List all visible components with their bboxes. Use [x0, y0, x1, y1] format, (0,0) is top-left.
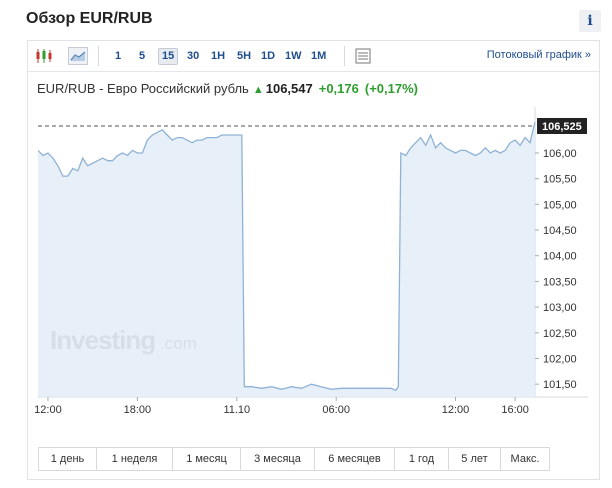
table-view-icon[interactable] — [353, 47, 373, 65]
y-tick-label: 105,50 — [543, 174, 577, 186]
toolbar-divider — [98, 46, 99, 66]
timeframe-1m[interactable]: 1M — [311, 50, 327, 62]
x-tick-label: 12:00 — [442, 404, 470, 416]
timeframe-15[interactable]: 15 — [158, 48, 179, 65]
y-tick-label: 105,00 — [543, 199, 577, 211]
price-change: +0,176 — [318, 81, 359, 96]
chart-toolbar: 1 5 15 30 1H 5H 1D 1W 1M Потоковый график » — [28, 41, 599, 72]
y-tick-label: 104,00 — [543, 251, 577, 263]
stream-chart-link[interactable]: Потоковый график » — [486, 49, 591, 61]
timeframe-1[interactable]: 1 — [115, 50, 122, 62]
period-button-3[interactable]: 3 месяца — [241, 448, 315, 470]
timeframe-5h[interactable]: 5H — [237, 50, 252, 62]
toolbar-divider — [344, 46, 345, 66]
y-tick-label: 104,50 — [543, 225, 577, 237]
period-button-5[interactable]: 1 год — [395, 448, 449, 470]
timeframe-1d[interactable]: 1D — [261, 50, 276, 62]
y-tick-label: 101,50 — [543, 379, 577, 391]
price-change-percent: (+0,17%) — [364, 81, 418, 96]
last-price: 106,547 — [265, 81, 313, 96]
up-arrow-icon: ▲ — [252, 84, 264, 96]
period-selector: 1 день 1 неделя 1 месяц 3 месяца 6 месяцев 1 … — [38, 447, 550, 471]
quote-line: EUR/RUB - Евро Российский рубль ▲ 106,547 +… — [37, 81, 418, 96]
last-price-tag — [537, 117, 587, 134]
y-tick-label: 103,50 — [543, 276, 577, 288]
price-chart[interactable]: Investing.com106,525106,00105,50105,0010… — [28, 41, 599, 441]
period-button-6[interactable]: 5 лет — [449, 448, 501, 470]
y-tick-label: 102,00 — [543, 353, 577, 365]
period-button-0[interactable]: 1 день — [39, 448, 97, 470]
timeframe-5[interactable]: 5 — [139, 50, 146, 62]
y-tick-label: 103,00 — [543, 302, 577, 314]
period-button-4[interactable]: 6 месяцев — [315, 448, 395, 470]
series-line — [37, 121, 536, 392]
x-tick-label: 11.10 — [223, 404, 250, 416]
pair-name: EUR/RUB - Евро Российский рубль — [37, 81, 249, 96]
y-tick-label: 106,00 — [543, 148, 577, 160]
last-price-label: 106,525 — [542, 121, 582, 133]
period-button-2[interactable]: 1 месяц — [173, 448, 241, 470]
timeframe-1h[interactable]: 1H — [211, 50, 226, 62]
timeframe-1w[interactable]: 1W — [285, 50, 302, 62]
candlestick-icon[interactable] — [34, 47, 54, 65]
period-button-7[interactable]: Макс. — [510, 453, 540, 465]
x-tick-label: 06:00 — [322, 404, 350, 416]
y-tick-label: 102,50 — [543, 328, 577, 340]
area-chart-icon[interactable] — [68, 47, 88, 65]
chart-widget: 1 5 15 30 1H 5H 1D 1W 1M Потоковый график » EUR/… — [27, 40, 600, 480]
period-button-1[interactable]: 1 неделя — [97, 448, 173, 470]
x-tick-label: 16:00 — [501, 404, 529, 416]
page-title: Обзор EUR/RUB — [26, 10, 153, 27]
x-tick-label: 18:00 — [124, 404, 152, 416]
info-button[interactable]: i — [579, 10, 601, 32]
series-area — [38, 122, 535, 397]
x-tick-label: 12:00 — [34, 404, 62, 416]
timeframe-30[interactable]: 30 — [187, 50, 200, 62]
